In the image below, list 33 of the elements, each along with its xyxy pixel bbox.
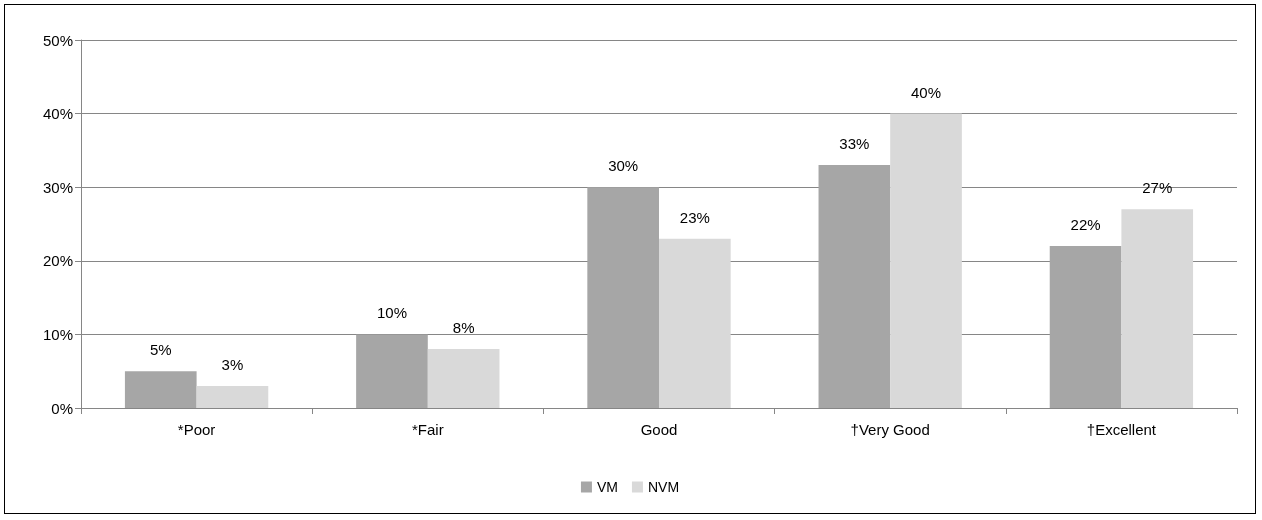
bar xyxy=(356,334,428,408)
y-tick-label: 50% xyxy=(42,31,73,49)
x-tick-label: †Very Good xyxy=(850,421,930,438)
data-label: 8% xyxy=(452,319,475,337)
bar xyxy=(818,165,891,408)
legend-label: VM xyxy=(596,479,618,495)
bar xyxy=(1049,246,1122,408)
data-label: 23% xyxy=(679,208,710,226)
x-tick-label: *Poor xyxy=(177,421,216,438)
data-label: 33% xyxy=(839,135,870,153)
x-tick-label: †Excellent xyxy=(1086,421,1157,438)
data-label: 30% xyxy=(608,157,639,175)
bar xyxy=(587,187,659,408)
data-label: 3% xyxy=(221,355,244,373)
legend-label: NVM xyxy=(647,479,680,495)
y-tick-label: 20% xyxy=(42,252,73,270)
data-label: 5% xyxy=(149,341,172,359)
bar xyxy=(124,371,197,408)
bar xyxy=(196,385,269,408)
bar xyxy=(427,349,500,408)
x-tick-label: *Fair xyxy=(411,421,444,438)
data-label: 10% xyxy=(376,304,407,322)
data-label: 27% xyxy=(1142,179,1173,197)
data-label: 40% xyxy=(911,83,942,101)
y-tick-label: 0% xyxy=(51,399,73,417)
y-tick-label: 10% xyxy=(42,325,73,343)
bar xyxy=(890,113,962,408)
bar xyxy=(659,238,731,408)
y-tick-label: 40% xyxy=(42,105,73,123)
data-label: 22% xyxy=(1070,216,1101,234)
y-tick-label: 30% xyxy=(42,178,73,196)
x-tick-label: Good xyxy=(640,421,678,438)
bar xyxy=(1121,209,1194,408)
